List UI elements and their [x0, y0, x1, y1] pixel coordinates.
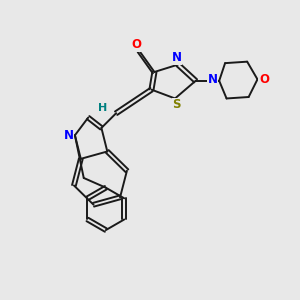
Text: S: S [172, 98, 181, 111]
Text: N: N [63, 129, 74, 142]
Text: O: O [259, 73, 269, 86]
Text: O: O [132, 38, 142, 51]
Text: H: H [98, 103, 107, 113]
Text: N: N [208, 73, 218, 86]
Text: N: N [172, 51, 182, 64]
